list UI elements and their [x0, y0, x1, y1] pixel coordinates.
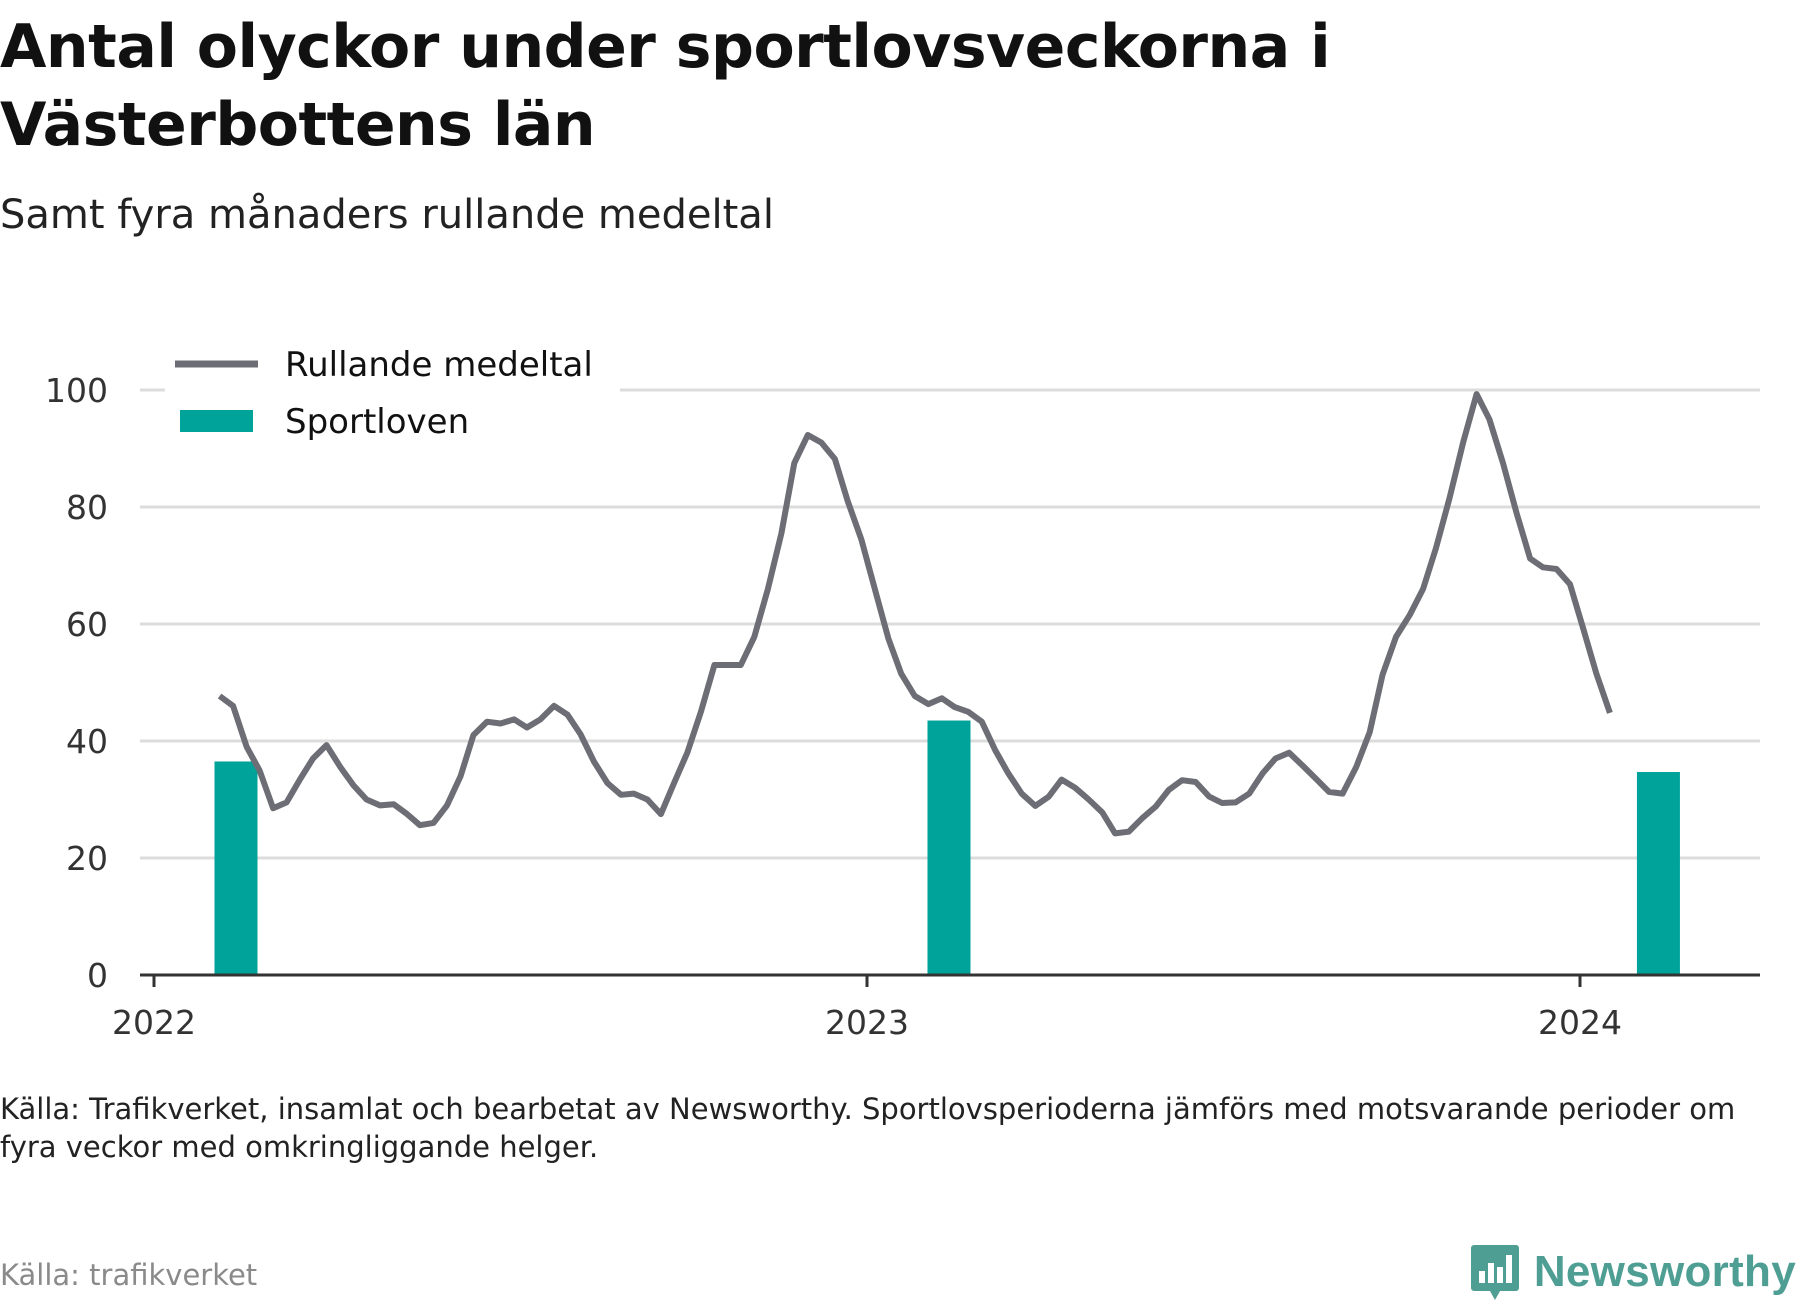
y-tick-label: 80 [66, 488, 108, 527]
brand-logo[interactable]: Newsworthy [1470, 1243, 1796, 1301]
y-tick-label: 60 [66, 605, 108, 644]
source-note: Källa: Trafikverket, insamlat och bearbe… [0, 1092, 1736, 1164]
chart-title: Antal olyckor under sportlovsveckorna i … [0, 12, 1331, 160]
bars-series [214, 720, 1680, 975]
legend-label: Rullande medeltal [285, 345, 593, 385]
legend: Rullande medeltal Sportloven [165, 340, 620, 450]
y-tick-label: 100 [45, 371, 108, 410]
x-tick-label: 2022 [112, 1003, 196, 1042]
y-tick-label: 40 [66, 722, 108, 761]
source-credit: Källa: trafikverket [0, 1258, 258, 1292]
legend-bar-swatch [180, 410, 253, 432]
y-tick-label: 0 [87, 956, 108, 995]
brand-name: Newsworthy [1533, 1247, 1796, 1296]
y-tick-label: 20 [66, 839, 108, 878]
newsworthy-logo-icon [1470, 1245, 1519, 1300]
chart-subtitle: Samt fyra månaders rullande medeltal [0, 192, 774, 238]
legend-label: Sportloven [285, 402, 469, 442]
x-axis: 2022 2023 2024 [112, 973, 1760, 1042]
x-tick-label: 2023 [825, 1003, 909, 1042]
chart: 0 20 40 60 80 100 2022 2023 2024 Rullande medel… [45, 340, 1760, 1042]
bar-sportlov [214, 761, 258, 975]
x-tick-label: 2024 [1538, 1003, 1622, 1042]
line-series-rolling-average [217, 391, 1613, 837]
bar-sportlov [1636, 772, 1680, 975]
y-axis-ticks: 0 20 40 60 80 100 [45, 371, 108, 995]
bar-sportlov [927, 720, 971, 975]
